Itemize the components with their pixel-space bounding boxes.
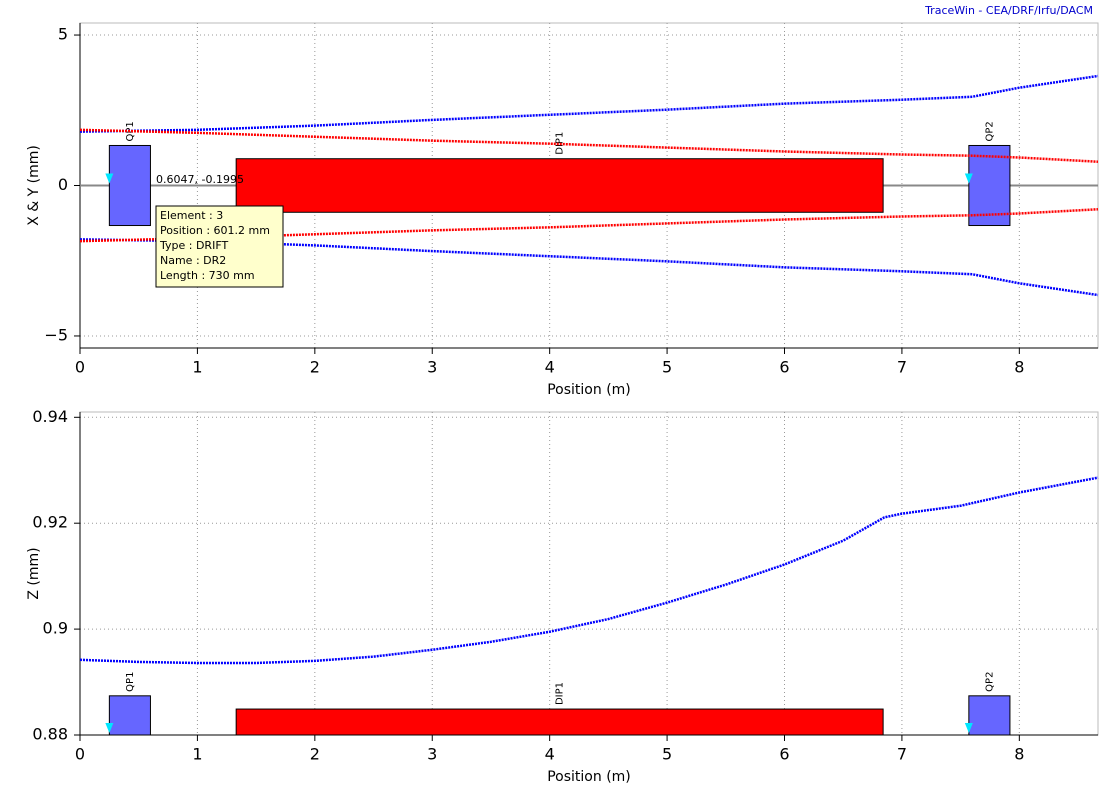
x-tick-label: 1 [192,745,202,764]
element-marker [964,723,973,733]
x-tick-label: 7 [897,745,907,764]
y-tick-label: 0 [58,175,68,194]
x-tick-label: 0 [75,745,85,764]
element-label: QP1 [125,672,136,692]
tooltip-line: Length : 730 mm [160,269,255,282]
x-tick-label: 6 [779,358,789,377]
x-tick-label: 5 [662,358,672,377]
x-tick-label: 6 [779,745,789,764]
x-tick-label: 8 [1014,745,1024,764]
tooltip-line: Type : DRIFT [159,239,228,252]
y-tick-label: 5 [58,25,68,44]
header: TraceWin - CEA/DRF/Irfu/DACM [924,4,1093,17]
element-marker [105,173,114,184]
cursor-readout: 0.6047, -0.1995 [156,173,244,186]
y-axis-title: Z (mm) [26,547,42,599]
y-tick-label: 0.94 [32,407,68,426]
plot-frame [79,411,1099,736]
element-label: QP1 [125,121,136,141]
x-tick-label: 8 [1014,358,1024,377]
x-tick-label: 2 [310,745,320,764]
y-tick-label: 0.88 [32,725,68,744]
x-tick-label: 4 [545,745,555,764]
x-tick-label: 0 [75,358,85,377]
element-marker [105,723,114,733]
tooltip-line: Name : DR2 [160,254,226,267]
x-axis-title: Position (m) [547,769,631,785]
element-label: DIP1 [555,682,566,705]
beamline-element [968,144,1011,227]
beamline-element [968,695,1011,736]
y-axis-title: X & Y (mm) [26,145,42,226]
x-axis-title: Position (m) [547,382,631,398]
y-tick-label: 0.9 [43,619,68,638]
x-tick-label: 5 [662,745,672,764]
beamline-element [108,695,151,736]
tooltip-box [155,205,284,288]
element-label: QP2 [984,121,995,141]
beamline-element [235,708,884,736]
tooltip-line: Position : 601.2 mm [160,224,270,237]
x-tick-label: 4 [545,358,555,377]
y-tick-label: 0.92 [32,513,68,532]
series-line [79,74,1099,133]
element-label: QP2 [984,672,995,692]
x-tick-label: 1 [192,358,202,377]
x-tick-label: 7 [897,358,907,377]
x-tick-label: 3 [427,745,437,764]
tooltip-line: Element : 3 [160,209,223,222]
y-tick-label: −5 [44,325,68,344]
element-marker [964,173,973,184]
x-tick-label: 3 [427,358,437,377]
series-line [79,128,1099,163]
beamline-element [108,144,151,227]
x-tick-label: 2 [310,358,320,377]
beamline-element [235,158,884,213]
series-line [79,476,1099,665]
